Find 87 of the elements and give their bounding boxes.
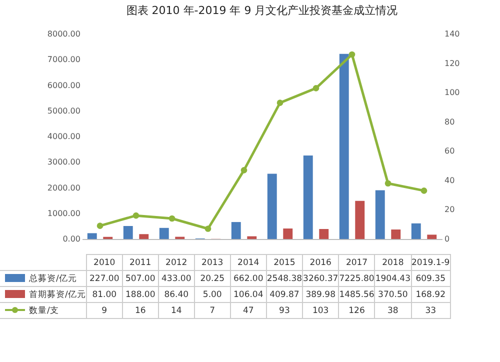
bar xyxy=(339,54,349,239)
data-label: 86.40 xyxy=(158,286,194,302)
data-label: 47 xyxy=(230,302,266,318)
data-label: 609.35 xyxy=(411,270,450,286)
data-label: 409.87 xyxy=(266,286,303,302)
point xyxy=(420,188,428,194)
x-tick-label: 2014 xyxy=(230,254,266,270)
y-tick-label: 8000.00 xyxy=(47,30,80,38)
bar xyxy=(123,226,133,239)
legend-label: 数量/支 xyxy=(29,306,59,316)
y2-tick-label: 140 xyxy=(444,30,460,38)
point xyxy=(204,226,212,232)
bar xyxy=(427,234,437,239)
data-label: 103 xyxy=(302,302,339,318)
y-tick-label: 2000.00 xyxy=(47,183,80,192)
bar xyxy=(267,174,277,239)
x-tick-label: 2018 xyxy=(374,254,411,270)
data-label: 1485.56 xyxy=(338,286,375,302)
data-label: 1904.43 xyxy=(374,270,411,286)
data-label: 2548.38 xyxy=(266,270,303,286)
chart-title: 图表 2010 年-2019 年 9 月文化产业投资基金成立情况 xyxy=(126,4,398,17)
data-label: 7 xyxy=(194,302,230,318)
point xyxy=(348,51,356,58)
data-label: 3260.37 xyxy=(302,270,339,286)
legend-label: 总募资/亿元 xyxy=(29,274,77,284)
point xyxy=(312,85,320,92)
data-label: 126 xyxy=(338,302,375,318)
data-label: 662.00 xyxy=(230,270,266,286)
y-tick-label: 0.00 xyxy=(62,234,80,244)
bar xyxy=(139,234,149,239)
data-label: 370.50 xyxy=(374,286,411,302)
y2-tick-label: 80 xyxy=(444,117,455,126)
y2-tick-label: 20 xyxy=(444,205,455,214)
y-tick-label: 5000.00 xyxy=(47,106,80,116)
bar xyxy=(375,190,385,239)
data-label: 38 xyxy=(374,302,411,318)
x-tick-label: 2011 xyxy=(122,254,158,270)
bar xyxy=(303,155,313,239)
data-label: 389.98 xyxy=(302,286,339,302)
data-label: 81.00 xyxy=(86,286,122,302)
data-label: 106.04 xyxy=(230,286,266,302)
point xyxy=(132,212,140,219)
point xyxy=(240,167,248,174)
data-label: 168.92 xyxy=(411,286,450,302)
point xyxy=(168,215,176,222)
data-label: 20.25 xyxy=(194,270,230,286)
y2-tick-label: 40 xyxy=(444,176,455,185)
y-tick-label: 6000.00 xyxy=(47,80,80,90)
y2-tick-label: 60 xyxy=(444,146,455,156)
legend-label: 首期募资/亿元 xyxy=(29,290,86,300)
x-tick-label: 2017 xyxy=(338,254,375,270)
data-label: 93 xyxy=(266,302,303,318)
y-tick-label: 1000.00 xyxy=(47,208,80,218)
x-tick-label: 2016 xyxy=(302,254,339,270)
bar xyxy=(159,228,169,239)
bar xyxy=(411,223,421,239)
point xyxy=(384,180,392,187)
bar xyxy=(355,200,365,239)
y-tick-label: 3000.00 xyxy=(47,158,80,167)
point xyxy=(276,100,284,106)
bar xyxy=(283,228,293,239)
data-label: 14 xyxy=(158,302,194,318)
x-tick-label: 2012 xyxy=(158,254,194,270)
data-label: 33 xyxy=(411,302,450,318)
bar xyxy=(231,222,241,239)
data-label: 433.00 xyxy=(158,270,194,286)
x-tick-label: 2010 xyxy=(86,254,122,270)
data-label: 227.00 xyxy=(86,270,122,286)
y2-tick-label: 0 xyxy=(444,234,450,244)
data-label: 5.00 xyxy=(194,286,230,302)
bar xyxy=(391,230,401,239)
x-tick-label: 2013 xyxy=(194,254,230,270)
data-label: 16 xyxy=(122,302,158,318)
y-tick-label: 4000.00 xyxy=(47,132,80,141)
y2-tick-label: 100 xyxy=(444,88,460,98)
y-tick-label: 7000.00 xyxy=(47,55,80,64)
y2-tick-label: 120 xyxy=(444,58,460,68)
bar xyxy=(87,233,97,239)
data-label: 507.00 xyxy=(122,270,158,286)
data-label: 9 xyxy=(86,302,122,318)
point xyxy=(96,222,104,229)
data-label: 188.00 xyxy=(122,286,158,302)
bar xyxy=(247,236,257,239)
x-tick-label: 2019.1-9 xyxy=(411,254,450,270)
x-tick-label: 2015 xyxy=(266,254,303,270)
bar xyxy=(319,229,329,239)
data-label: 7225.80 xyxy=(338,270,375,286)
